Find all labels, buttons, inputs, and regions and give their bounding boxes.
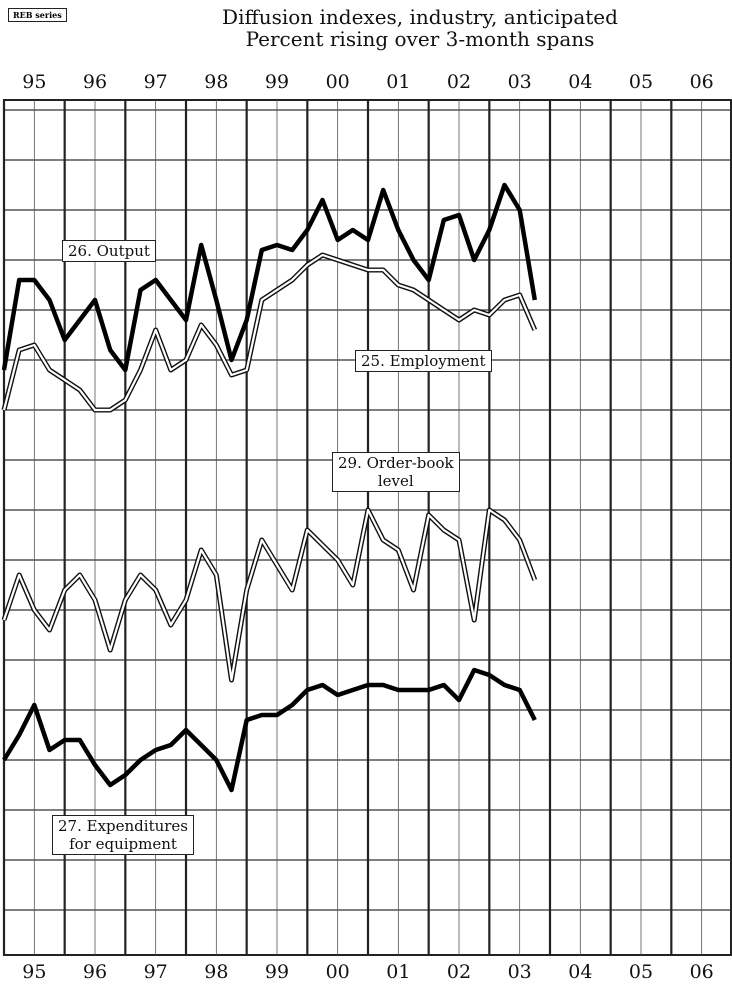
series-label: 27. Expenditures for equipment <box>52 815 195 855</box>
series-label: 29. Order-book level <box>332 452 460 492</box>
x-tick-label-bottom: 06 <box>690 961 714 983</box>
x-tick-label-top: 97 <box>144 71 168 93</box>
x-tick-label-bottom: 03 <box>508 961 532 983</box>
x-tick-label-top: 96 <box>83 71 107 93</box>
x-tick-label-bottom: 95 <box>22 961 46 983</box>
x-tick-label-top: 95 <box>22 71 46 93</box>
series-label: 25. Employment <box>355 350 492 372</box>
x-tick-label-bottom: 02 <box>447 961 471 983</box>
x-tick-label-bottom: 04 <box>568 961 592 983</box>
x-tick-label-top: 99 <box>265 71 289 93</box>
x-tick-label-bottom: 96 <box>83 961 107 983</box>
x-tick-label-bottom: 99 <box>265 961 289 983</box>
x-tick-label-bottom: 01 <box>386 961 410 983</box>
x-tick-label-top: 03 <box>508 71 532 93</box>
chart-subtitle: Percent rising over 3-month spans <box>245 27 595 51</box>
x-tick-label-top: 98 <box>204 71 228 93</box>
x-tick-label-top: 04 <box>568 71 592 93</box>
x-tick-label-bottom: 05 <box>629 961 653 983</box>
series-label: 26. Output <box>62 240 156 262</box>
x-tick-label-top: 01 <box>386 71 410 93</box>
chart-title: Diffusion indexes, industry, anticipated <box>222 5 618 29</box>
x-tick-label-bottom: 98 <box>204 961 228 983</box>
x-tick-label-top: 02 <box>447 71 471 93</box>
x-tick-label-top: 00 <box>326 71 350 93</box>
series-line <box>1 182 538 373</box>
series-line <box>2 508 536 682</box>
series-outline <box>1 252 538 413</box>
x-tick-label-bottom: 97 <box>144 961 168 983</box>
x-tick-label-top: 06 <box>690 71 714 93</box>
series-badge: REB series <box>8 8 67 22</box>
series-line <box>2 253 536 412</box>
x-tick-label-top: 05 <box>629 71 653 93</box>
x-tick-label-bottom: 00 <box>326 961 350 983</box>
series-outline <box>1 507 538 683</box>
series-line <box>2 667 537 793</box>
